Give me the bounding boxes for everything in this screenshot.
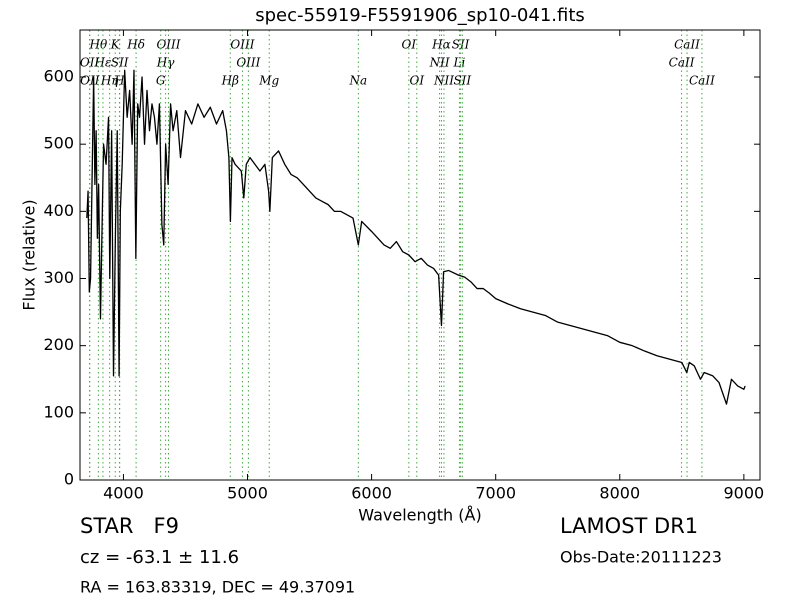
x-tick-label: 4000 (103, 484, 144, 503)
spectral-line-label: SII (453, 74, 471, 88)
spectral-line-label: H (113, 74, 125, 88)
x-tick-label: 9000 (724, 484, 765, 503)
x-tick-label: 6000 (351, 484, 392, 503)
chart-title: spec-55919-F5591906_sp10-041.fits (255, 5, 585, 26)
spectral-line-label: OIII (156, 38, 180, 52)
x-tick-label: 7000 (475, 484, 516, 503)
x-axis-label: Wavelength (Å) (358, 506, 481, 525)
coordinates: RA = 163.83319, DEC = 49.37091 (80, 578, 355, 597)
survey: LAMOST DR1 (560, 514, 698, 538)
y-axis-label: Flux (relative) (20, 199, 39, 310)
spectrum (86, 69, 746, 405)
spectral-line-label: Hβ (221, 74, 239, 88)
spectral-line-label: Hγ (156, 56, 175, 70)
spectral-line-label: Mg (258, 74, 279, 88)
spectral-line-label: Hθ (89, 38, 108, 52)
spectral-line-label: CaII (674, 38, 700, 52)
redshift: cz = -63.1 ± 11.6 (80, 547, 239, 568)
spectral-line-label: OI (402, 38, 417, 52)
spectral-line-label: K (110, 38, 121, 52)
y-tick-label: 100 (43, 402, 74, 421)
spectral-line-label: OIII (230, 38, 254, 52)
y-tick-label: 300 (43, 268, 74, 287)
spectral-line-label: G (156, 74, 166, 88)
x-tick-label: 5000 (227, 484, 268, 503)
spectral-line-label: Hε (94, 56, 112, 70)
spectral-line-label: OI (409, 74, 424, 88)
spectral-line-label: NII (429, 56, 450, 70)
plot-frame (79, 29, 761, 481)
spectral-line-label: Hη (100, 74, 119, 88)
y-tick-label: 600 (43, 67, 74, 86)
spectral-line-label: Li (453, 56, 466, 70)
obs-date: Obs-Date:20111223 (560, 548, 722, 567)
spectral-line-label: SII (452, 38, 470, 52)
spectral-line-label: OII (80, 74, 100, 88)
spectral-line-label: Hα (431, 38, 451, 52)
y-tick-label: 400 (43, 201, 74, 220)
spectral-line-label: CaII (669, 56, 695, 70)
spectral-class: STAR F9 (80, 514, 179, 538)
spectral-line-label: NII (433, 74, 454, 88)
spectral-line-label: Na (349, 74, 368, 88)
spectral-line-label: OIII (236, 56, 260, 70)
y-tick-label: 0 (64, 470, 74, 489)
y-tick-label: 500 (43, 134, 74, 153)
x-tick-label: 8000 (599, 484, 640, 503)
y-tick-label: 200 (43, 335, 74, 354)
spectral-line-label: Hδ (126, 38, 145, 52)
spectral-line-label: CaII (689, 74, 715, 88)
